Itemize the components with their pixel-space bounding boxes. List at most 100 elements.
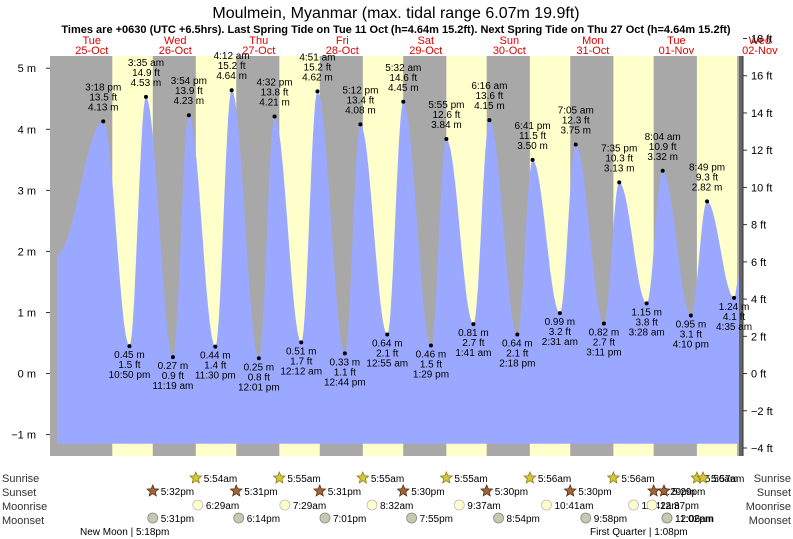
- high-tide-label: 15.2 ft: [218, 61, 246, 72]
- low-tide-label: 0.8 ft: [248, 372, 270, 383]
- moonset-time: 7:55pm: [420, 514, 453, 525]
- high-tide-label: 4.23 m: [174, 96, 205, 107]
- tide-extreme-point: [530, 157, 535, 162]
- high-tide-label: 8:49 pm: [689, 162, 725, 173]
- tide-area: [57, 90, 739, 444]
- sunset-icon: [229, 483, 243, 497]
- sunrise-time: 5:55am: [287, 474, 320, 485]
- right-tick-label: 18 ft: [751, 34, 772, 46]
- high-tide-label: 13.4 ft: [346, 95, 374, 106]
- high-tide-label: 13.5 ft: [89, 92, 117, 103]
- tide-extreme-point: [213, 344, 218, 349]
- tide-series-area: [57, 90, 739, 444]
- left-tick-label: 0 m: [18, 369, 36, 381]
- left-tick-label: 3 m: [18, 185, 36, 197]
- tide-extreme-point: [186, 113, 191, 118]
- tide-extreme-point: [705, 199, 710, 204]
- sunset-time: 5:30pm: [495, 487, 528, 498]
- sunrise-icon: [189, 470, 203, 484]
- day-date: 26-Oct: [159, 45, 192, 57]
- moonrise-time: 12:37pm: [660, 501, 699, 512]
- day-headers: Tue25-OctWed26-OctThu27-OctFri28-OctSat2…: [75, 35, 778, 57]
- sunset-time: 5:29pm: [672, 487, 705, 498]
- day-name: Sat: [418, 35, 435, 47]
- high-tide-label: 3:18 pm: [85, 82, 121, 93]
- low-tide-label: 1.4 ft: [204, 361, 226, 372]
- moonrise-time: 11:42am: [642, 501, 680, 512]
- sunset-icon: [146, 483, 160, 497]
- sunset-time: 5:31pm: [328, 487, 361, 498]
- high-tide-label: 4:12 am: [214, 51, 250, 62]
- day-name: Wed: [164, 35, 186, 47]
- sunset-time: 5:32pm: [161, 487, 194, 498]
- moonrise-time: 9:37am: [467, 501, 500, 512]
- moonrise-icon: [366, 499, 378, 511]
- right-tick-label: 4 ft: [751, 294, 766, 306]
- high-tide-label: 10.3 ft: [605, 153, 633, 164]
- low-tide-label: 2:31 am: [542, 337, 578, 348]
- high-tide-label: 15.2 ft: [304, 62, 332, 73]
- left-tick-label: 5 m: [18, 63, 36, 75]
- low-tide-label: 0.99 m: [545, 317, 576, 328]
- high-tide-label: 13.9 ft: [175, 86, 203, 97]
- right-tick-label: 8 ft: [751, 220, 766, 232]
- day-date: 31-Oct: [576, 45, 609, 57]
- sunset-label: Sunset: [2, 487, 36, 499]
- tide-extreme-point: [315, 89, 320, 94]
- sunrise-time: 5:55am: [371, 474, 404, 485]
- low-tide-label: 0.95 m: [676, 320, 707, 331]
- high-tide-label: 3.50 m: [517, 141, 548, 152]
- low-tide-label: 2.1 ft: [376, 348, 398, 359]
- low-tide-label: 2:18 pm: [499, 358, 535, 369]
- moonrise-time: 10:41am: [554, 501, 593, 512]
- moonset-time: 9:58pm: [594, 514, 627, 525]
- day-date: 30-Oct: [493, 45, 526, 57]
- day-date: 25-Oct: [75, 45, 108, 57]
- low-tide-label: 1.15 m: [631, 307, 662, 318]
- low-tide-label: 1:29 pm: [413, 369, 449, 380]
- low-tide-label: 12:55 am: [366, 358, 408, 369]
- sunset-time: 5:30pm: [411, 487, 444, 498]
- low-tide-label: 4:35 am: [716, 322, 752, 333]
- low-tide-label: 1:41 am: [455, 348, 491, 359]
- sunset-icon: [396, 483, 410, 497]
- sunrise-time: 5:55am: [454, 474, 487, 485]
- low-tide-label: 2.1 ft: [506, 348, 528, 359]
- tide-extreme-point: [229, 88, 234, 93]
- high-tide-label: 3:54 pm: [171, 76, 207, 87]
- low-tide-label: 0.51 m: [286, 346, 317, 357]
- low-tide-label: 0.9 ft: [162, 371, 184, 382]
- low-tide-label: 12:01 pm: [238, 382, 280, 393]
- moonset-label-right: Moonset: [749, 515, 791, 527]
- sunrise-time: 5:57am: [711, 474, 744, 485]
- tide-extreme-point: [557, 311, 562, 316]
- low-tide-label: 3.8 ft: [636, 317, 658, 328]
- high-tide-label: 12.6 ft: [433, 110, 461, 121]
- high-tide-label: 9.3 ft: [696, 172, 718, 183]
- high-tide-label: 7:35 pm: [601, 143, 637, 154]
- low-tide-label: 3:28 am: [629, 327, 665, 338]
- moonset-label: Moonset: [2, 515, 44, 527]
- moonrise-icon: [628, 499, 639, 511]
- tide-extreme-point: [515, 332, 520, 337]
- low-tide-label: 3.1 ft: [680, 330, 702, 341]
- high-tide-label: 13.6 ft: [475, 91, 503, 102]
- tide-extreme-point: [617, 180, 622, 185]
- moonrise-label-right: Moonrise: [746, 501, 791, 513]
- moonset-time: 5:31pm: [161, 514, 194, 525]
- sunrise-icon: [356, 470, 370, 484]
- low-tide-label: 4:10 pm: [673, 340, 709, 351]
- moonrise-icon: [192, 499, 204, 511]
- low-tide-label: 10:50 pm: [109, 370, 151, 381]
- low-tide-label: 4.1 ft: [723, 312, 745, 323]
- right-tick-label: −4 ft: [751, 443, 773, 455]
- moonrise-time: 7:29am: [293, 501, 326, 512]
- tide-extreme-point: [101, 119, 106, 124]
- high-tide-label: 4.15 m: [474, 101, 505, 112]
- tide-extreme-point: [601, 321, 606, 326]
- low-tide-label: 1.5 ft: [118, 360, 140, 371]
- high-tide-label: 14.6 ft: [389, 73, 417, 84]
- day-name: Fri: [336, 35, 349, 47]
- day-date: 28-Oct: [326, 45, 359, 57]
